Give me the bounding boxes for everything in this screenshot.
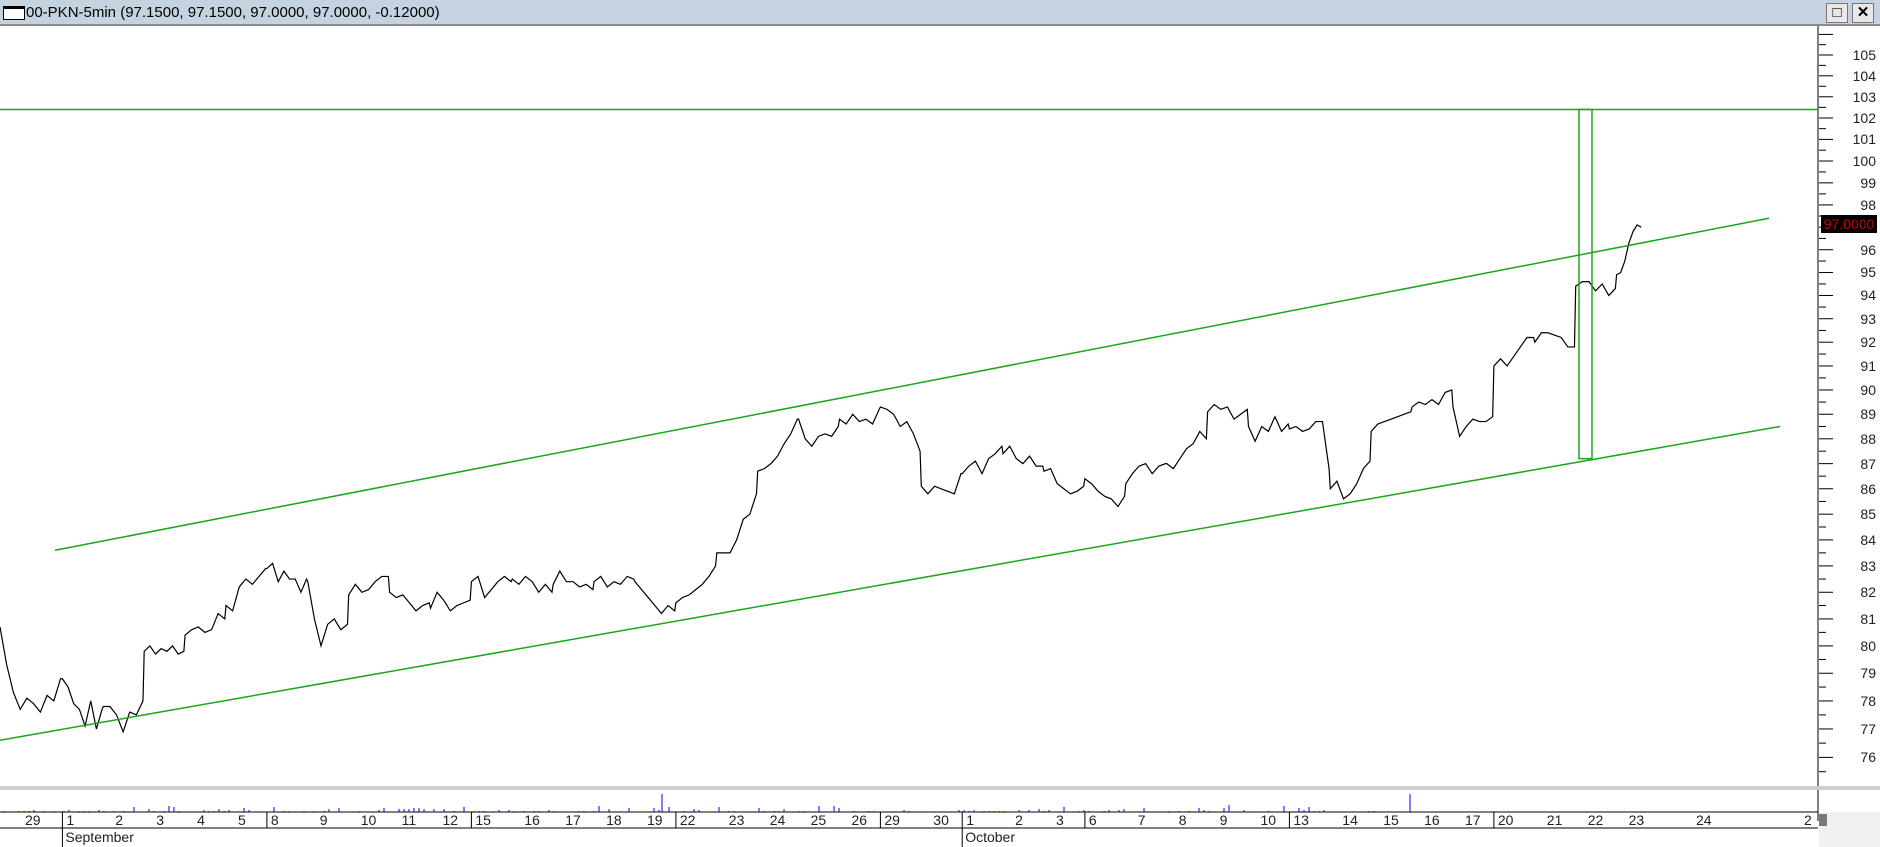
- x-tick-label: 13: [1293, 812, 1309, 828]
- x-tick-label: 21: [1546, 812, 1563, 828]
- y-tick-label: 78: [1860, 692, 1876, 709]
- upper-channel-line: [54, 217, 1770, 551]
- y-tick-label: 96: [1860, 241, 1876, 258]
- x-tick-label: 1: [966, 812, 974, 828]
- y-tick-label: 91: [1860, 357, 1876, 374]
- price-chart[interactable]: [0, 26, 1880, 847]
- y-tick-label: 85: [1860, 506, 1876, 523]
- x-tick-label: 29: [884, 812, 900, 828]
- y-tick-label: 103: [1852, 88, 1876, 105]
- x-tick-label: 23: [728, 812, 745, 828]
- lower-channel-line: [0, 425, 1781, 742]
- price-line: [0, 224, 1642, 734]
- y-tick-label: 93: [1860, 310, 1876, 327]
- x-tick-label: 20: [1497, 812, 1514, 828]
- y-tick-label: 79: [1860, 665, 1876, 682]
- y-tick-label: 90: [1860, 381, 1876, 398]
- y-tick-label: 99: [1860, 174, 1876, 191]
- x-tick-label: 12: [442, 812, 459, 828]
- x-tick-label: 1: [66, 812, 75, 828]
- x-tick-label: 26: [851, 812, 868, 828]
- x-tick-label: 2: [1804, 812, 1812, 828]
- pane-separator: [0, 786, 1880, 790]
- y-tick-label: 102: [1852, 109, 1876, 126]
- x-tick-label: 4: [197, 812, 205, 828]
- y-tick-label: 105: [1852, 47, 1876, 63]
- y-tick-label: 76: [1860, 749, 1876, 766]
- x-tick-label: 15: [1383, 812, 1399, 828]
- x-tick-label: 7: [1137, 812, 1146, 828]
- last-price-tag: 97.0000: [1821, 215, 1877, 233]
- x-tick-label: 6: [1088, 812, 1097, 828]
- x-tick-label: 14: [1342, 812, 1358, 828]
- y-tick-label: 84: [1860, 531, 1876, 548]
- y-tick-label: 86: [1860, 480, 1876, 497]
- y-tick-label: 101: [1852, 131, 1876, 148]
- x-tick-label: 22: [679, 812, 696, 828]
- y-tick-label: 82: [1860, 584, 1876, 601]
- window-icon: [3, 6, 25, 20]
- maximize-button[interactable]: □: [1826, 3, 1848, 23]
- x-tick-label: 23: [1628, 812, 1645, 828]
- x-tick-label: 9: [1219, 812, 1228, 828]
- x-tick-label: 24: [769, 812, 786, 828]
- x-tick-label: 19: [647, 812, 663, 828]
- x-tick-label: 10: [360, 812, 377, 828]
- x-tick-label: 2: [115, 812, 124, 828]
- x-tick-label: 10: [1260, 812, 1277, 828]
- x-tick-label: 16: [1424, 812, 1440, 828]
- x-tick-label: 11: [401, 812, 417, 828]
- x-tick-label: 18: [606, 812, 622, 828]
- x-tick-label: 22: [1587, 812, 1604, 828]
- y-tick-label: 100: [1852, 153, 1876, 170]
- y-tick-label: 95: [1860, 264, 1876, 281]
- x-tick-label: 30: [933, 812, 949, 828]
- x-tick-label: 29: [25, 812, 41, 828]
- y-tick-label: 92: [1860, 334, 1876, 351]
- x-tick-label: 17: [565, 812, 581, 828]
- y-tick-label: 88: [1860, 430, 1876, 447]
- y-tick-label: 104: [1852, 67, 1876, 84]
- y-tick-label: 80: [1860, 637, 1876, 654]
- y-tick-label: 98: [1860, 196, 1876, 213]
- month-label: October: [965, 829, 1015, 845]
- x-tick-label: 8: [270, 812, 279, 828]
- x-tick-label: 5: [238, 812, 246, 828]
- x-tick-label: 2: [1015, 812, 1023, 828]
- x-tick-label: 17: [1465, 812, 1481, 828]
- title-bar: 00-PKN-5min (97.1500, 97.1500, 97.0000, …: [0, 0, 1880, 26]
- y-tick-label: 87: [1860, 455, 1876, 472]
- x-tick-label: 24: [1696, 812, 1712, 828]
- x-tick-label: 8: [1178, 812, 1187, 828]
- month-label: September: [65, 829, 134, 845]
- y-tick-label: 83: [1860, 557, 1876, 574]
- x-tick-label: 3: [1056, 812, 1064, 828]
- x-tick-label: 9: [319, 812, 328, 828]
- x-tick-label: 16: [524, 812, 540, 828]
- window-title: 00-PKN-5min (97.1500, 97.1500, 97.0000, …: [26, 4, 440, 21]
- y-tick-label: 94: [1860, 287, 1876, 304]
- axis-corner: [1819, 812, 1880, 847]
- y-tick-label: 89: [1860, 406, 1876, 423]
- x-tick-label: 25: [810, 812, 827, 828]
- target-box: [1578, 108, 1593, 460]
- y-tick-label: 77: [1860, 720, 1876, 737]
- y-tick-label: 81: [1860, 610, 1876, 627]
- x-tick-label: 3: [156, 812, 164, 828]
- close-button[interactable]: ✕: [1852, 3, 1874, 23]
- x-tick-label: 15: [475, 812, 491, 828]
